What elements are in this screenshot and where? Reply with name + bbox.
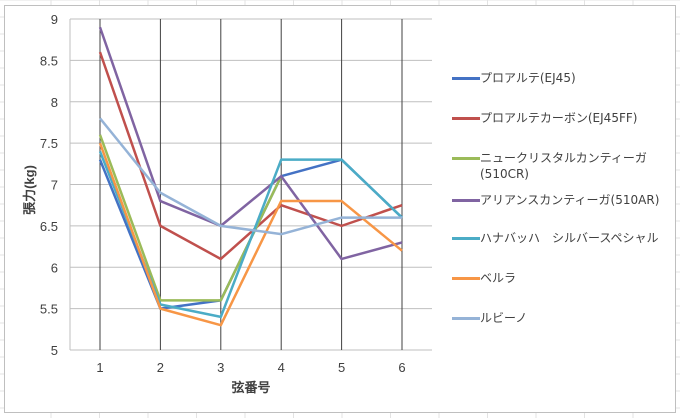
- legend-item[interactable]: プロアルテ(EJ45): [452, 70, 660, 86]
- x-tick-label: 1: [96, 360, 103, 375]
- y-tick-label: 7: [51, 178, 58, 193]
- legend-item[interactable]: プロアルテカーボン(EJ45FF): [452, 110, 660, 126]
- legend-line-icon: [452, 117, 480, 120]
- series-line[interactable]: [99, 117, 402, 236]
- legend-line-icon: [452, 199, 480, 202]
- legend-label: アリアンスカンティーガ(510AR): [480, 193, 660, 207]
- y-tick-label: 6.5: [40, 219, 58, 234]
- y-axis-title: 張力(kg): [22, 165, 37, 215]
- legend-line-icon: [452, 77, 480, 80]
- x-axis-title: 弦番号: [231, 380, 270, 395]
- y-tick-label: 6: [51, 260, 58, 275]
- legend-line-icon: [452, 157, 480, 160]
- y-tick-label: 7.5: [40, 136, 58, 151]
- x-tick-label: 2: [157, 360, 164, 375]
- legend-line-icon: [452, 317, 480, 320]
- legend-label: プロアルテカーボン(EJ45FF): [480, 111, 638, 125]
- legend-item[interactable]: ニュークリスタルカンティーガ(510CR): [452, 150, 660, 182]
- legend-item[interactable]: ハナバッハ シルバースペシャル: [452, 230, 660, 246]
- legend-label: ベルラ: [480, 271, 517, 285]
- series-line[interactable]: [98, 51, 403, 261]
- legend-item[interactable]: ルビーノ: [452, 310, 660, 326]
- y-tick-label: 5: [51, 343, 58, 358]
- legend-label: ルビーノ: [480, 311, 528, 325]
- legend-label: プロアルテ(EJ45): [480, 71, 576, 85]
- y-tick-label: 5.5: [40, 302, 58, 317]
- legend-line-icon: [452, 237, 480, 240]
- series-line[interactable]: [98, 26, 403, 261]
- x-tick-label: 4: [278, 360, 285, 375]
- x-tick-label: 3: [217, 360, 224, 375]
- legend-item[interactable]: アリアンスカンティーガ(510AR): [452, 192, 660, 208]
- legend-label: ハナバッハ シルバースペシャル: [480, 231, 659, 245]
- x-tick-label: 5: [338, 360, 345, 375]
- y-tick-label: 8.5: [40, 53, 58, 68]
- x-tick-label: 6: [398, 360, 405, 375]
- series-line[interactable]: [98, 150, 403, 319]
- y-tick-label: 9: [51, 12, 58, 27]
- legend-line-icon: [452, 277, 480, 280]
- series-line[interactable]: [98, 142, 403, 327]
- legend-item[interactable]: ベルラ: [452, 270, 660, 286]
- legend-label: ニュークリスタルカンティーガ(510CR): [480, 151, 647, 181]
- y-tick-label: 8: [51, 95, 58, 110]
